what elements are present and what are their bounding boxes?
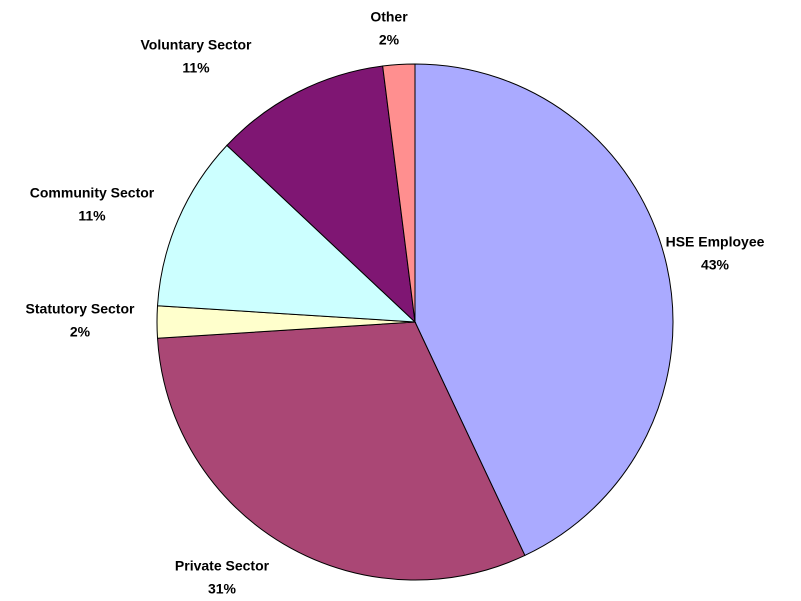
- slice-label: Private Sector: [175, 558, 270, 574]
- slice-label: Statutory Sector: [26, 301, 135, 317]
- slice-value-label: 31%: [208, 581, 237, 597]
- pie-slice: [414, 63, 674, 557]
- slice-label: Other: [370, 9, 408, 25]
- slice-label: Voluntary Sector: [141, 37, 253, 53]
- slice-value-label: 11%: [182, 60, 210, 76]
- slice-label: Community Sector: [30, 185, 155, 201]
- slice-value-label: 2%: [379, 32, 400, 48]
- slice-value-label: 43%: [701, 257, 730, 273]
- pie-slice: [156, 144, 417, 323]
- pie-slice: [226, 65, 416, 324]
- slice-label: HSE Employee: [666, 234, 765, 250]
- pie-slice: [382, 63, 416, 323]
- pie-slice: [156, 321, 526, 581]
- slice-value-label: 11%: [78, 208, 106, 224]
- slice-value-label: 2%: [70, 324, 91, 340]
